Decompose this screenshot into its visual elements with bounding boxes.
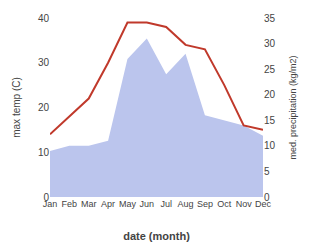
- svg-text:Jul: Jul: [160, 199, 172, 209]
- svg-text:Oct: Oct: [217, 199, 232, 209]
- svg-text:Mar: Mar: [81, 199, 97, 209]
- svg-text:May: May: [119, 199, 137, 209]
- svg-text:30: 30: [264, 38, 276, 49]
- svg-text:10: 10: [38, 147, 50, 158]
- svg-text:0: 0: [43, 192, 49, 203]
- svg-text:Jan: Jan: [43, 199, 58, 209]
- svg-text:Nov: Nov: [236, 199, 253, 209]
- svg-text:date (month): date (month): [123, 230, 190, 242]
- svg-text:40: 40: [38, 13, 50, 24]
- svg-text:med. precipitation (kg/m2): med. precipitation (kg/m2): [288, 55, 298, 159]
- svg-text:20: 20: [264, 89, 276, 100]
- svg-text:25: 25: [264, 64, 276, 75]
- svg-text:Feb: Feb: [62, 199, 78, 209]
- svg-text:5: 5: [264, 166, 270, 177]
- svg-text:15: 15: [264, 115, 276, 126]
- svg-text:Dec: Dec: [255, 199, 272, 209]
- svg-text:35: 35: [264, 13, 276, 24]
- svg-text:0: 0: [264, 192, 270, 203]
- svg-text:30: 30: [38, 57, 50, 68]
- svg-text:max temp (C): max temp (C): [11, 77, 22, 138]
- svg-text:20: 20: [38, 102, 50, 113]
- svg-text:Sep: Sep: [197, 199, 213, 209]
- svg-text:Apr: Apr: [101, 199, 115, 209]
- svg-text:Jun: Jun: [140, 199, 155, 209]
- svg-text:10: 10: [264, 140, 276, 151]
- svg-text:Aug: Aug: [178, 199, 194, 209]
